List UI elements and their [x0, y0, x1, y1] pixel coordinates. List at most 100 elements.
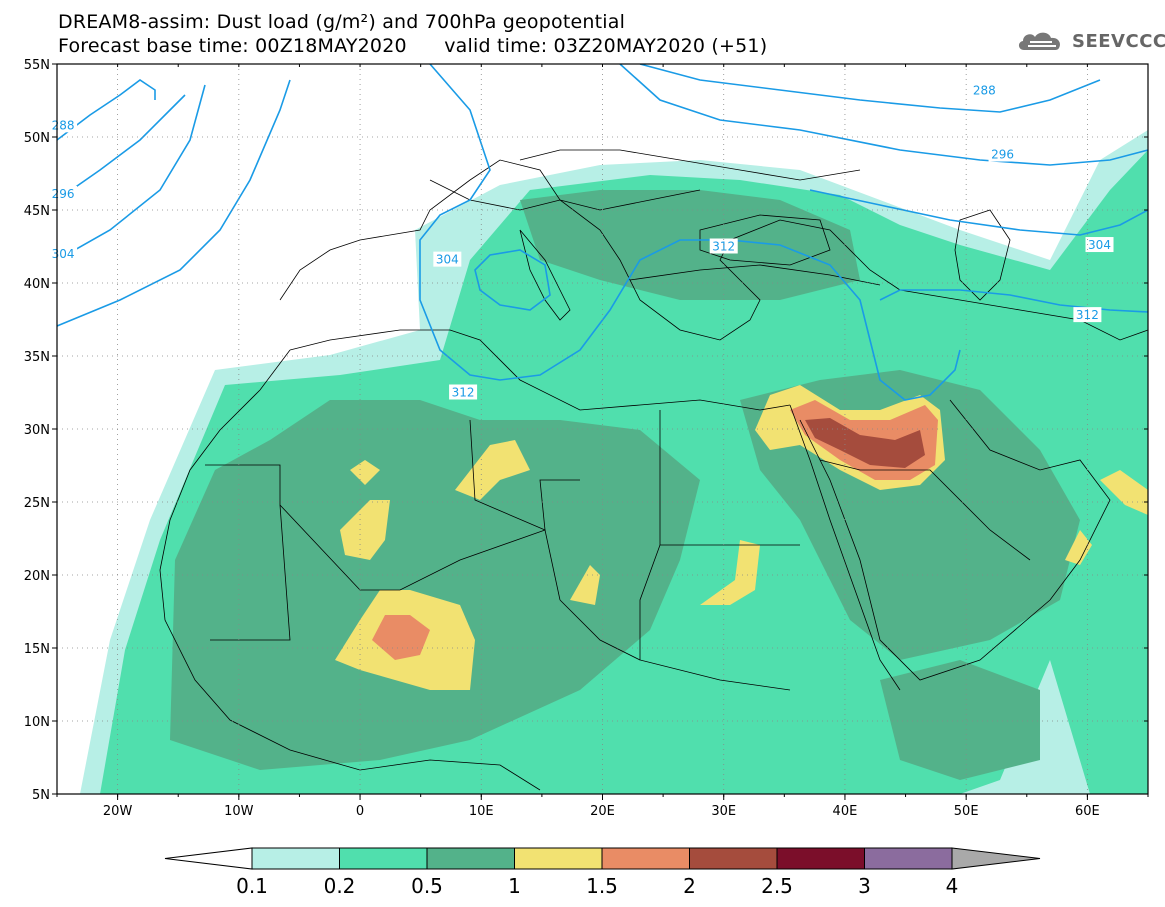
colorbar-level-label: 1: [508, 874, 521, 898]
x-tick-label: 30E: [711, 804, 736, 819]
colorbar-upper-arrow: [951, 847, 1041, 870]
contour-label-text: 304: [1088, 238, 1111, 252]
geopotential-contours: [57, 64, 1148, 401]
contour-label-bg: [709, 238, 738, 254]
contour-label: 304: [49, 245, 78, 261]
y-tick-label: 35N: [24, 350, 50, 365]
dust-region-0.5-south: [880, 660, 1040, 780]
contour-312-mid: [419, 64, 961, 401]
border-europe-2: [519, 149, 861, 181]
y-tick-label: 5N: [32, 788, 50, 803]
coastline-north-africa: [289, 329, 791, 411]
contour-label-text: 312: [452, 386, 475, 400]
colorbar-level-label: 2: [683, 874, 696, 898]
contour-label-text: 312: [1076, 308, 1099, 322]
y-tick-labels: 55N 50N 45N 40N 35N 30N 25N 20N 15N 10N 5N: [24, 58, 50, 803]
cloud-logo-icon: [1018, 32, 1061, 50]
x-tick-label: 0: [356, 804, 364, 819]
contour-label-text: 304: [436, 253, 459, 267]
contour-label-text: 296: [991, 148, 1014, 162]
x-tick-label: 20E: [590, 804, 615, 819]
border-chad: [559, 599, 641, 661]
contour-label-bg: [988, 146, 1017, 162]
x-tick-label: 40E: [833, 804, 858, 819]
dust-region-1-oman: [1100, 470, 1148, 515]
y-tick-label: 25N: [24, 496, 50, 511]
contour-288-east: [639, 64, 1101, 113]
y-tick-label: 40N: [24, 277, 50, 292]
border-iran: [899, 289, 1148, 341]
italy-coast: [519, 229, 571, 321]
contour-label: 312: [449, 384, 478, 400]
map-subtitle: Forecast base time: 00Z18MAY2020 valid t…: [58, 35, 768, 57]
y-tick-label: 10N: [24, 715, 50, 730]
dust-region-0.5-west: [170, 400, 700, 770]
logo-text: SEEVCCC: [1072, 30, 1165, 52]
dust-region-1-egypt: [700, 540, 760, 605]
colorbar-level-label: 3: [858, 874, 871, 898]
dust-region-1-small: [350, 460, 380, 485]
x-tick-label: 60E: [1075, 804, 1100, 819]
dust-region-0.5-north: [520, 190, 860, 300]
colorbar-level-label: 2.5: [761, 874, 793, 898]
contour-label: 304: [433, 251, 462, 267]
seevccc-logo: SEEVCCC: [1016, 26, 1165, 56]
dust-region-1-algeria: [340, 500, 390, 560]
contour-304-west: [57, 84, 206, 261]
border-mali-niger: [279, 504, 561, 601]
caspian-sea: [954, 209, 1011, 301]
y-tick-label: 55N: [24, 58, 50, 73]
x-tick-label: 20W: [103, 804, 133, 819]
y-tick-label: 20N: [24, 569, 50, 584]
contour-288-west: [57, 79, 156, 141]
x-tick-labels: 20W 10W 0 10E 20E 30E 40E 50E 60E: [103, 804, 1100, 819]
contour-label: 288: [970, 82, 999, 98]
contour-296-west: [57, 94, 186, 201]
colorbar-level-label: 4: [946, 874, 959, 898]
x-tick-label: 10W: [224, 804, 254, 819]
contour-label-bg: [49, 185, 78, 201]
colorbar-swatch: [514, 847, 603, 870]
contour-label-text: 296: [52, 187, 75, 201]
grid-lines: [57, 64, 1148, 794]
y-tick-label: 50N: [24, 131, 50, 146]
coastline-west-africa: [159, 349, 541, 791]
colorbar-swatch: [689, 847, 778, 870]
axis-ticks: [52, 63, 1149, 800]
contour-312-west: [57, 79, 291, 327]
contour-312-east: [879, 289, 1148, 313]
colorbar-labels: 0.1 0.2 0.5 1 1.5 2 2.5 3 4: [236, 874, 958, 898]
y-tick-label: 15N: [24, 642, 50, 657]
map-title: DREAM8-assim: Dust load (g/m²) and 700hP…: [58, 11, 626, 33]
y-tick-label: 45N: [24, 204, 50, 219]
contour-label-text: 312: [712, 240, 735, 254]
contour-label-bg: [449, 384, 478, 400]
colorbar-level-label: 0.5: [411, 874, 443, 898]
colorbar-swatch: [426, 847, 515, 870]
contour-label: 304: [1085, 237, 1114, 253]
contour-304-mid: [474, 249, 551, 311]
dust-region-1.5-sahel: [372, 615, 430, 660]
border-saudi: [819, 459, 1031, 561]
colorbar-swatch: [864, 847, 953, 870]
contour-label-text: 288: [52, 118, 75, 132]
border-turkey: [629, 264, 881, 286]
contour-296-east: [619, 64, 1148, 166]
colorbar-level-label: 0.1: [236, 874, 268, 898]
contour-label-bg: [49, 245, 78, 261]
colorbar-swatch: [251, 847, 340, 870]
dust-region-1-arabia: [1065, 530, 1092, 565]
contour-label: 296: [49, 185, 78, 201]
colorbar-swatch: [339, 847, 428, 870]
coastline-red-sea: [789, 404, 901, 691]
colorbar-level-label: 0.2: [324, 874, 356, 898]
contour-label: 296: [988, 146, 1017, 162]
colorbar-level-label: 1.5: [586, 874, 618, 898]
contour-label-text: 304: [52, 247, 75, 261]
dust-fields: [57, 64, 1148, 794]
coastline-arabia: [799, 399, 1111, 681]
contour-label-text: 288: [973, 83, 996, 97]
contour-label-bg: [970, 82, 999, 98]
colorbar-lower-arrow: [164, 847, 253, 870]
